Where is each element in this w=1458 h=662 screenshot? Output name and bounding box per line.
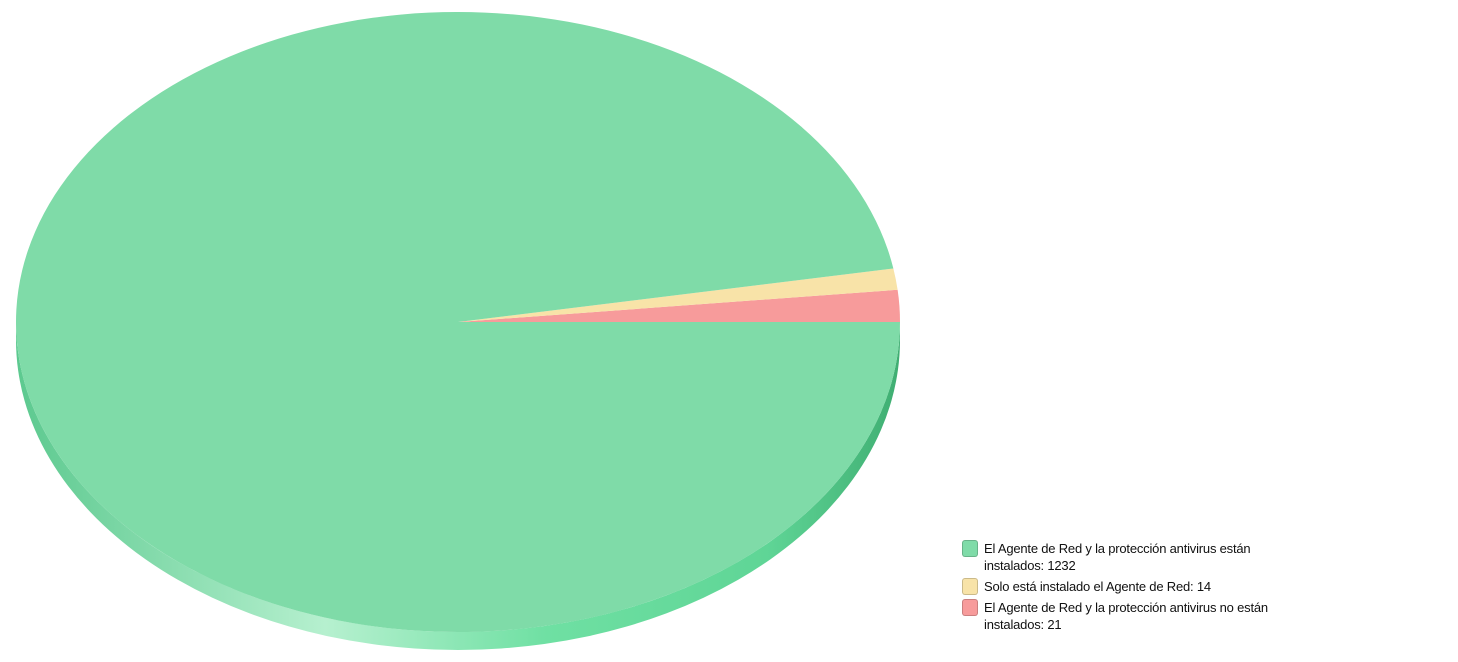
legend-label-not-installed: El Agente de Red y la protección antivir… [984, 600, 1268, 632]
legend-label-agent-only: Solo está instalado el Agente de Red: 14 [984, 579, 1211, 594]
pie-slice-installed[interactable] [16, 11, 900, 632]
legend-swatch-agent-only [962, 578, 978, 595]
legend-label-installed: El Agente de Red y la protección antivir… [984, 541, 1251, 573]
pie-slice-not-installed[interactable] [458, 289, 900, 322]
pie-top [16, 11, 900, 632]
legend-swatch-installed [962, 540, 978, 557]
legend: El Agente de Red y la protección antivir… [962, 540, 1292, 637]
legend-swatch-not-installed [962, 599, 978, 616]
legend-item-installed[interactable]: El Agente de Red y la protección antivir… [962, 540, 1292, 574]
pie-slice-agent-only[interactable] [458, 268, 898, 322]
legend-item-not-installed[interactable]: El Agente de Red y la protección antivir… [962, 599, 1292, 633]
legend-item-agent-only[interactable]: Solo está instalado el Agente de Red: 14 [962, 578, 1292, 595]
